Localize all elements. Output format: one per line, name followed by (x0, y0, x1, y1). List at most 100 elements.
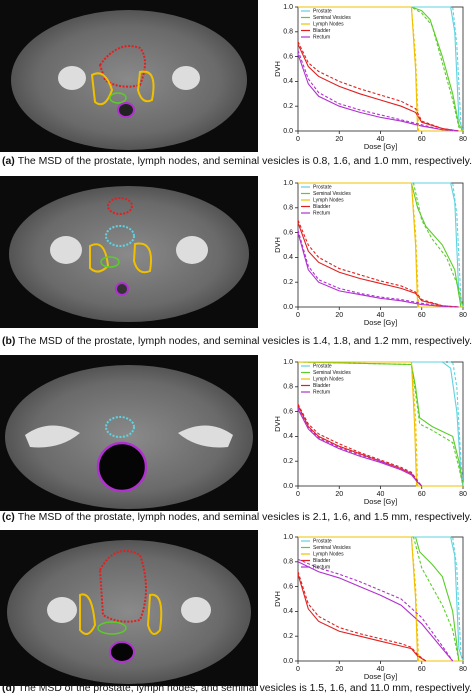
dvh-line (297, 407, 423, 487)
legend-label: Rectum (313, 389, 330, 395)
y-tick-label: 0.2 (283, 279, 293, 286)
caption-text: The MSD of the prostate, lymph nodes, an… (18, 156, 472, 167)
x-tick-label: 40 (377, 491, 385, 498)
x-tick-label: 60 (418, 312, 426, 319)
dvh-line (297, 222, 459, 308)
y-tick-label: 0.2 (283, 633, 293, 640)
y-tick-label: 1.0 (283, 4, 293, 11)
y-tick-label: 0.0 (283, 304, 293, 311)
caption-label: (d) (2, 683, 15, 694)
dvh-line (298, 536, 464, 662)
y-axis-label: DVH (273, 591, 282, 607)
legend-label: Prostate (313, 363, 332, 369)
y-tick-label: 0.4 (283, 254, 293, 261)
legend-label: Prostate (313, 8, 332, 14)
y-tick-label: 0.6 (283, 229, 293, 236)
y-axis-label: DVH (273, 61, 282, 77)
legend-label: Bladder (313, 204, 331, 210)
y-tick-label: 0.8 (283, 205, 293, 212)
dvh-line (298, 536, 463, 662)
dvh-line (297, 50, 459, 132)
y-tick-label: 0.2 (283, 458, 293, 465)
plot-area (297, 361, 464, 487)
dvh-line (297, 574, 427, 662)
caption: (d) The MSD of the prostate, lymph nodes… (2, 683, 472, 694)
y-tick-label: 0.8 (283, 559, 293, 566)
y-tick-label: 0.4 (283, 608, 293, 615)
legend-label: Rectum (313, 564, 330, 570)
y-tick-label: 0.8 (283, 384, 293, 391)
x-tick-label: 20 (335, 136, 343, 143)
caption-label: (b) (2, 336, 15, 347)
plot-area (297, 182, 464, 308)
ct-image (0, 0, 258, 152)
legend-label: Seminal Vesicles (313, 545, 351, 551)
dvh-line (297, 53, 459, 132)
x-tick-label: 60 (418, 136, 426, 143)
legend-label: Bladder (313, 558, 331, 564)
legend-label: Seminal Vesicles (313, 370, 351, 376)
caption-text: The MSD of the prostate, lymph nodes, an… (18, 683, 472, 694)
caption: (c) The MSD of the prostate, lymph nodes… (2, 512, 472, 523)
dvh-line (298, 6, 463, 132)
y-tick-label: 1.0 (283, 534, 293, 541)
dvh-line (297, 571, 427, 662)
y-axis-label: DVH (273, 237, 282, 253)
dvh-line (297, 43, 459, 132)
dvh-line (298, 361, 463, 487)
x-tick-label: 60 (418, 666, 426, 673)
caption: (b) The MSD of the prostate, lymph nodes… (2, 336, 472, 347)
legend-label: Lymph Nodes (313, 551, 344, 557)
caption-text: The MSD of the prostate, lymph nodes, an… (18, 336, 472, 347)
y-tick-label: 0.0 (283, 483, 293, 490)
y-tick-label: 0.6 (283, 53, 293, 60)
dvh-line (297, 41, 459, 132)
y-tick-label: 1.0 (283, 180, 293, 187)
dvh-line (297, 219, 459, 308)
y-tick-label: 0.0 (283, 658, 293, 665)
dvh-line (297, 361, 464, 487)
legend-label: Rectum (313, 34, 330, 40)
legend-label: Bladder (313, 28, 331, 34)
y-tick-label: 0.2 (283, 103, 293, 110)
legend-label: Lymph Nodes (313, 21, 344, 27)
x-tick-label: 80 (459, 312, 467, 319)
caption-label: (a) (2, 156, 15, 167)
x-tick-label: 0 (296, 312, 300, 319)
caption-label: (c) (2, 512, 15, 523)
x-tick-label: 80 (459, 491, 467, 498)
y-tick-label: 1.0 (283, 359, 293, 366)
x-tick-label: 0 (296, 136, 300, 143)
legend-label: Rectum (313, 210, 330, 216)
y-axis-label: DVH (273, 416, 282, 432)
dvh-line (298, 182, 464, 308)
legend-label: Bladder (313, 383, 331, 389)
ct-image (0, 530, 258, 686)
legend-label: Seminal Vesicles (313, 191, 351, 197)
x-tick-label: 0 (296, 666, 300, 673)
dvh-line (297, 229, 459, 308)
plot-area (297, 6, 464, 132)
x-tick-label: 20 (335, 666, 343, 673)
ct-image (0, 176, 258, 328)
y-tick-label: 0.8 (283, 29, 293, 36)
dvh-line (298, 6, 464, 132)
dvh-line (298, 536, 460, 662)
x-tick-label: 60 (418, 491, 426, 498)
x-tick-label: 0 (296, 491, 300, 498)
dvh-line (297, 558, 454, 662)
y-tick-label: 0.4 (283, 433, 293, 440)
dvh-line (297, 561, 454, 662)
y-tick-label: 0.6 (283, 583, 293, 590)
x-tick-label: 40 (377, 666, 385, 673)
x-tick-label: 20 (335, 312, 343, 319)
x-tick-label: 40 (377, 312, 385, 319)
legend-label: Prostate (313, 538, 332, 544)
dvh-line (297, 403, 423, 487)
caption: (a) The MSD of the prostate, lymph nodes… (2, 156, 472, 167)
dvh-line (297, 232, 459, 308)
legend-label: Prostate (313, 184, 332, 190)
x-tick-label: 80 (459, 136, 467, 143)
x-axis-label: Dose [Gy] (364, 497, 397, 506)
